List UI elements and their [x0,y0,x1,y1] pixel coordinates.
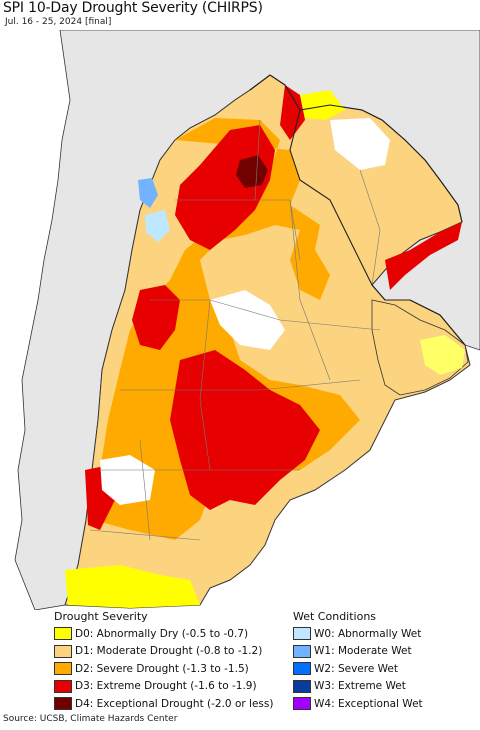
source-credit: Source: UCSB, Climate Hazards Center [3,714,178,724]
swatch-d1 [54,644,72,658]
legend-label-w3: W3: Extreme Wet [314,680,406,693]
swatch-w2 [293,662,311,676]
legend-item-d3: D3: Extreme Drought (-1.6 to -1.9) [54,678,273,696]
legend-item-d1: D1: Moderate Drought (-0.8 to -1.2) [54,643,273,661]
normal-area-south [100,455,155,505]
extreme-drought-northeast [280,85,305,140]
legend-item-w4: W4: Exceptional Wet [293,695,423,713]
legend-item-w0: W0: Abnormally Wet [293,625,423,643]
swatch-w4 [293,697,311,711]
legend-item-w1: W1: Moderate Wet [293,643,423,661]
legend-label-d2: D2: Severe Drought (-1.3 to -1.5) [75,662,249,675]
wet-legend-heading: Wet Conditions [293,610,377,623]
extreme-drought-north [175,125,275,250]
swatch-d2 [54,662,72,676]
legend-label-w1: W1: Moderate Wet [314,645,412,658]
extreme-drought-west [132,285,180,350]
moderately-wet-area [145,210,170,242]
legend-label-d3: D3: Extreme Drought (-1.6 to -1.9) [75,680,257,693]
legend-label-d1: D1: Moderate Drought (-0.8 to -1.2) [75,645,263,658]
extreme-drought-east [385,222,462,290]
country-borders [249,74,466,346]
exceptional-drought-area [236,155,268,188]
legend-label-w2: W2: Severe Wet [314,662,398,675]
swatch-w1 [293,644,311,658]
legend-item-w3: W3: Extreme Wet [293,678,423,696]
abnormally-dry-area [65,565,200,608]
drought-map [0,30,480,610]
wet-legend: W0: Abnormally Wet W1: Moderate Wet W2: … [293,625,423,713]
drought-legend: D0: Abnormally Dry (-0.5 to -0.7) D1: Mo… [54,625,273,713]
abnormally-dry-north [300,90,345,120]
uruguay-dry-area [420,335,465,375]
legend-label-w4: W4: Exceptional Wet [314,697,423,710]
normal-area-center [210,290,285,350]
swatch-w0 [293,627,311,641]
legend-item-d2: D2: Severe Drought (-1.3 to -1.5) [54,660,273,678]
legend-label-w0: W0: Abnormally Wet [314,627,422,640]
swatch-d4 [54,697,72,711]
map-subtitle: Jul. 16 - 25, 2024 [final] [5,17,112,27]
wet-area-northwest [138,178,158,208]
map-title: SPI 10-Day Drought Severity (CHIRPS) [3,0,263,16]
legend-item-d0: D0: Abnormally Dry (-0.5 to -0.7) [54,625,273,643]
province-boundaries [89,119,381,541]
legend-item-d4: D4: Exceptional Drought (-2.0 or less) [54,695,273,713]
legend-label-d0: D0: Abnormally Dry (-0.5 to -0.7) [75,627,249,640]
normal-area-northeast [330,118,390,170]
drought-legend-heading: Drought Severity [54,610,148,623]
legend-label-d4: D4: Exceptional Drought (-2.0 or less) [75,697,274,710]
swatch-w3 [293,679,311,693]
swatch-d0 [54,627,72,641]
swatch-d3 [54,679,72,693]
legend-item-w2: W2: Severe Wet [293,660,423,678]
